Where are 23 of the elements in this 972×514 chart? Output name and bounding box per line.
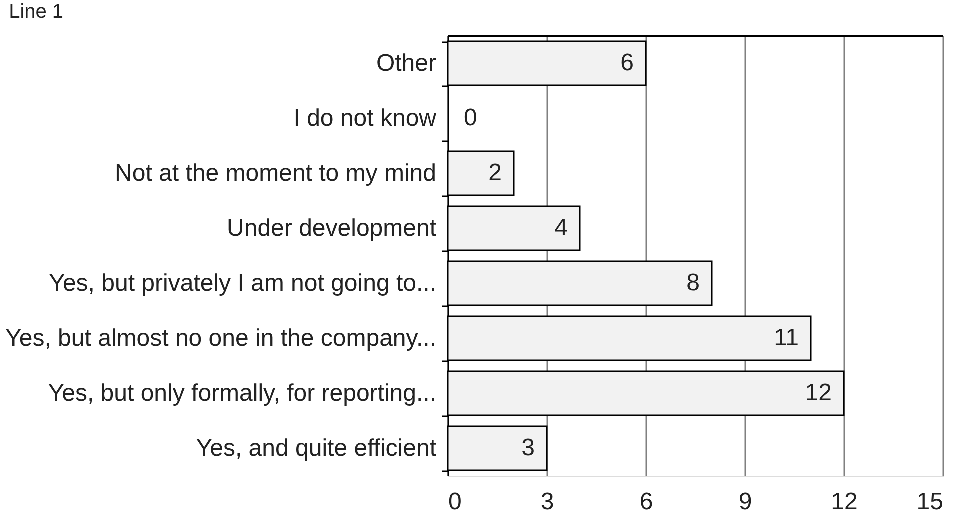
x-tick-label: 12: [831, 488, 858, 514]
y-tick-label: Yes, but privately I am not going to...: [49, 270, 436, 297]
x-tick-label: 3: [540, 488, 554, 514]
y-tick-label: I do not know: [294, 105, 438, 132]
data-label: 3: [522, 434, 535, 462]
data-label: 2: [488, 160, 502, 186]
text: Line 1: [9, 1, 64, 23]
x-tick-label: 9: [738, 488, 752, 514]
x-tick-label: 0: [448, 488, 462, 514]
y-tick-label: Yes, but almost no one in the company...: [6, 325, 436, 352]
y-tick-label: Yes, but only formally, for reporting...: [48, 380, 436, 407]
y-tick-label: Yes, and quite efficient: [196, 435, 437, 462]
x-tick-label: 6: [640, 488, 654, 514]
data-label: 6: [620, 50, 634, 76]
data-label: 11: [774, 324, 799, 352]
y-tick-label: Other: [376, 50, 436, 77]
data-label: 12: [805, 380, 832, 406]
data-label: 8: [686, 270, 700, 296]
y-tick-label: Under development: [227, 215, 437, 242]
y-tick-label: Not at the moment to my mind: [115, 160, 436, 187]
data-label: 4: [554, 214, 568, 242]
x-tick-label: 15: [916, 488, 944, 514]
data-label: 0: [464, 104, 478, 132]
